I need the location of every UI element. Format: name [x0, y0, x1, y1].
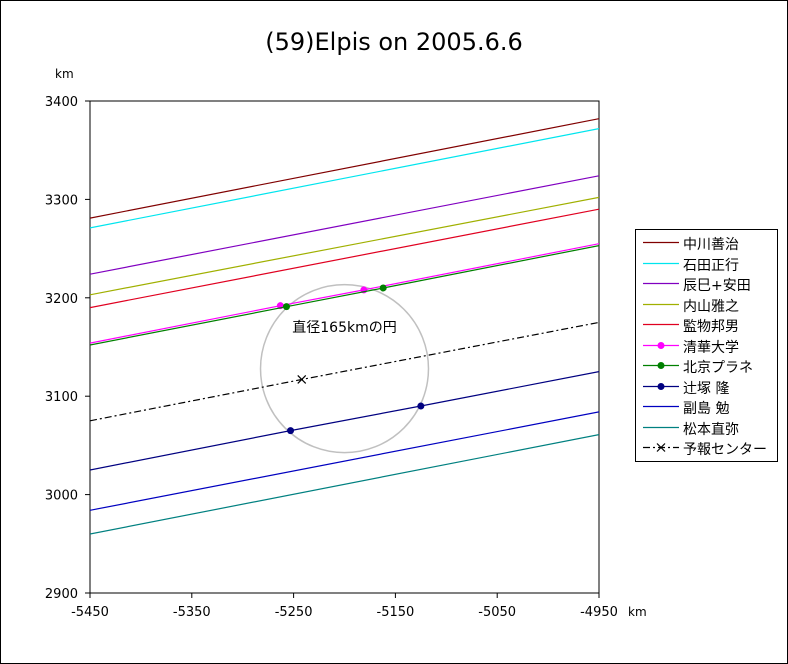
diameter-circle: [259, 283, 430, 454]
legend-swatch: [643, 262, 679, 264]
legend-item: 中川善治: [636, 233, 777, 253]
legend-label: 監物邦男: [683, 319, 739, 335]
legend-label: 辻塚 隆: [683, 380, 730, 397]
series-line-1: [90, 128, 599, 229]
legend-label: 清華大学: [683, 339, 739, 356]
legend-label: 石田正行: [683, 257, 739, 274]
series-line-8: [90, 411, 599, 511]
legend-swatch: [643, 362, 679, 369]
legend-label: 内山雅之: [683, 298, 739, 315]
x-tick-label: -4950: [580, 605, 618, 620]
series-point-7: [287, 427, 295, 435]
legend-swatch: [643, 323, 679, 326]
plot-series-group: [90, 118, 599, 535]
legend-swatch: [643, 303, 679, 305]
legend-swatch: [643, 282, 679, 285]
legend-label: 松本直弥: [683, 421, 739, 438]
legend-label: 北京プラネ: [683, 360, 753, 376]
x-tick-label: -5350: [173, 605, 211, 620]
y-axis-unit-label: km: [55, 67, 74, 81]
y-tick-label: 2900: [45, 587, 78, 602]
legend-swatch: [643, 443, 679, 452]
x-axis-unit-label: km: [628, 605, 647, 619]
y-tick-label: 3200: [45, 292, 78, 307]
annotation-label: 直径165kmの円: [292, 319, 396, 336]
legend-item: 石田正行: [636, 254, 777, 274]
legend-label: 副島 勉: [683, 401, 730, 417]
y-tick-label: 3400: [45, 95, 78, 110]
x-tick-label: -5250: [275, 605, 313, 620]
series-line-7: [90, 371, 599, 471]
legend-swatch: [643, 341, 679, 349]
legend-label: 予報センター: [683, 442, 767, 458]
series-line-0: [90, 118, 599, 219]
legend-item: 北京プラネ: [636, 356, 777, 376]
legend-item: 辰巳+安田: [636, 274, 777, 294]
series-line-2: [90, 175, 599, 275]
legend-swatch: [643, 241, 679, 244]
y-tick-label: 3000: [45, 489, 78, 504]
legend-label: 辰巳+安田: [683, 278, 751, 294]
legend-item: 松本直弥: [636, 418, 777, 438]
x-tick-label: -5450: [71, 605, 109, 620]
legend-item: 清華大学: [636, 336, 777, 356]
legend-item: 監物邦男: [636, 315, 777, 335]
legend-swatch: [643, 405, 679, 408]
y-tick-label: 3300: [45, 193, 78, 208]
legend-swatch: [643, 382, 679, 390]
series-line-4: [90, 208, 599, 309]
series-line-5: [90, 243, 599, 344]
series-point-7: [417, 402, 425, 410]
series-line-9: [90, 434, 599, 535]
series-point-6: [379, 284, 387, 292]
y-tick-label: 3100: [45, 390, 78, 405]
series-line-6: [90, 245, 599, 346]
legend-item: 内山雅之: [636, 295, 777, 315]
legend-item: 副島 勉: [636, 397, 777, 417]
legend-item: 予報センター: [636, 438, 777, 458]
series-line-3: [90, 196, 599, 296]
series-point-10: [297, 375, 307, 384]
plot-area: [89, 100, 600, 594]
x-tick-label: -5050: [478, 605, 516, 620]
legend-label: 中川善治: [683, 237, 739, 253]
series-point-6: [282, 303, 290, 311]
legend: 中川善治石田正行辰巳+安田内山雅之監物邦男清華大学北京プラネ辻塚 隆副島 勉松本…: [635, 229, 778, 462]
legend-item: 辻塚 隆: [636, 377, 777, 397]
x-tick-label: -5150: [377, 605, 415, 620]
chart-title: (59)Elpis on 2005.6.6: [265, 28, 523, 56]
legend-swatch: [643, 426, 679, 428]
